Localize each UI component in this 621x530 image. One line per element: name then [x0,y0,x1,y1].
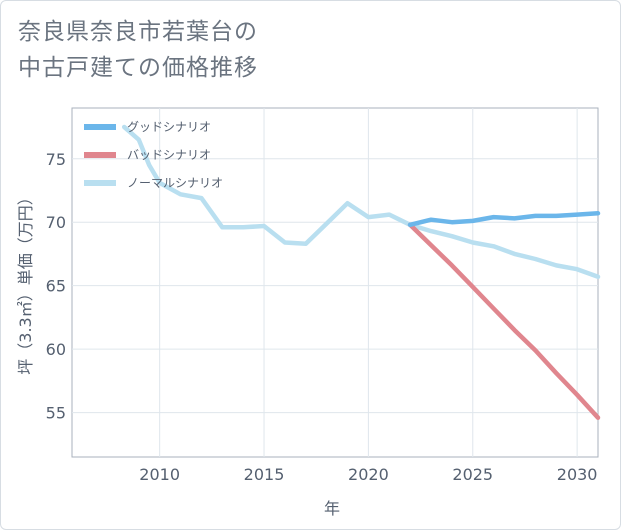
y-tick-label: 65 [46,277,66,296]
chart-title-line-1: 奈良県奈良市若葉台の [18,19,258,45]
legend-label-2: ノーマルシナリオ [127,176,223,190]
chart-title-line-2: 中古戸建ての価格推移 [18,55,258,81]
x-tick-label: 2015 [244,465,285,484]
series-line-0 [407,211,601,228]
x-tick-label: 2010 [139,465,180,484]
y-tick-label: 60 [46,340,66,359]
x-tick-label: 2025 [452,465,493,484]
series-line-2 [121,124,601,280]
y-axis-label: 坪（3.3㎡）単価（万円） [16,189,35,374]
grid-lines [72,108,598,457]
legend-label-0: グッドシナリオ [127,120,211,134]
y-tick-label: 75 [46,150,66,169]
legend-label-1: バッドシナリオ [127,148,211,162]
y-tick-label: 55 [46,404,66,423]
tick-labels: 55 60 65 70 75 2010 2015 2020 2025 2030 [46,150,598,484]
x-tick-label: 2030 [557,465,598,484]
y-tick-label: 70 [46,213,66,232]
series-line-1 [407,222,601,420]
x-tick-label: 2020 [348,465,389,484]
chart-title: 奈良県奈良市若葉台の 中古戸建ての価格推移 [18,14,598,86]
x-axis-label: 年 [324,499,340,518]
series-layer [121,124,601,420]
